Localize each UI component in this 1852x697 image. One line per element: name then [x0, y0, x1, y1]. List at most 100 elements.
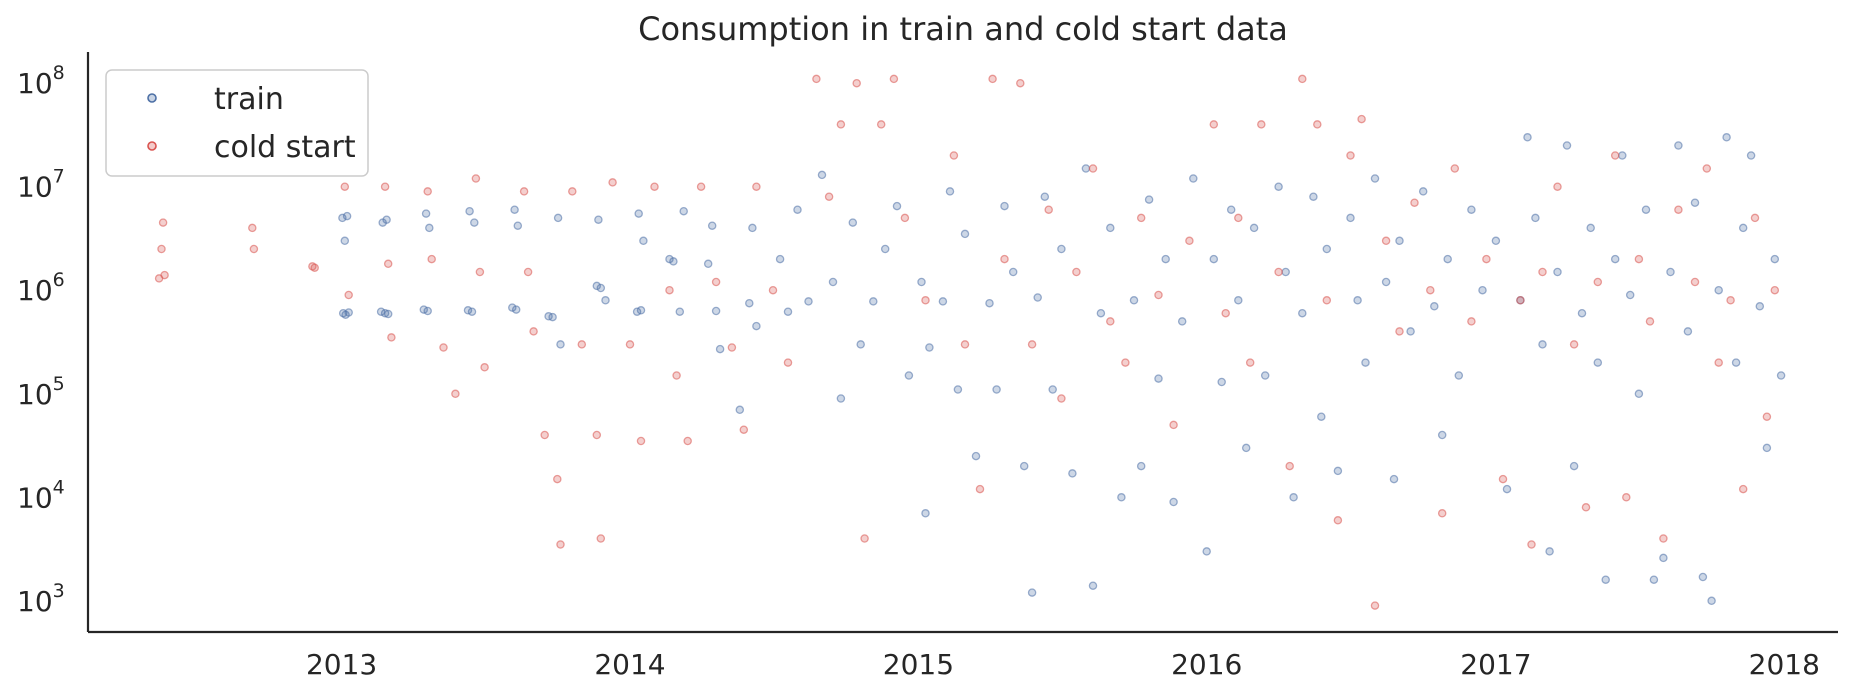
data-point — [1746, 151, 1756, 160]
data-point — [1000, 254, 1009, 264]
data-point — [1241, 443, 1251, 453]
legend-marker-train — [147, 93, 157, 103]
data-point — [828, 277, 838, 287]
data-point — [310, 263, 319, 272]
data-point — [1333, 466, 1343, 476]
data-point — [529, 327, 538, 336]
data-point — [669, 257, 678, 266]
data-point — [1553, 182, 1562, 191]
data-point — [344, 308, 353, 317]
data-point — [1389, 474, 1399, 484]
data-point — [451, 389, 460, 399]
data-point — [1641, 205, 1651, 214]
data-point — [960, 340, 970, 349]
data-point — [1454, 371, 1464, 380]
data-point — [1738, 484, 1748, 494]
data-point — [1289, 493, 1298, 502]
data-point — [1755, 302, 1765, 311]
data-point — [1516, 296, 1525, 305]
data-point — [636, 306, 646, 315]
data-point — [1027, 340, 1037, 349]
data-point — [1581, 503, 1591, 512]
data-point — [1410, 198, 1419, 207]
data-point — [553, 213, 563, 223]
data-point — [338, 213, 347, 223]
data-point — [1370, 601, 1380, 610]
data-point — [158, 218, 168, 227]
data-point — [900, 213, 910, 223]
x-tick-labels: 2013 2014 2015 2016 2017 2018 — [306, 648, 1820, 681]
data-point — [1033, 293, 1042, 302]
data-point — [1313, 120, 1322, 129]
data-point — [1478, 285, 1487, 295]
data-point — [1088, 581, 1098, 590]
data-point — [427, 254, 436, 264]
data-point — [1674, 141, 1683, 150]
data-point — [1317, 412, 1326, 421]
y-tick-label: 105 — [17, 373, 65, 411]
data-point — [1482, 254, 1491, 264]
data-point — [1418, 187, 1428, 196]
data-point — [1189, 174, 1198, 183]
data-point — [1202, 547, 1211, 556]
data-point — [1395, 327, 1404, 336]
data-point — [1309, 192, 1318, 201]
data-point — [387, 333, 396, 342]
data-point — [639, 236, 648, 246]
data-point — [748, 223, 757, 233]
data-point — [1048, 385, 1057, 394]
data-point — [675, 307, 685, 316]
data-point — [1577, 308, 1587, 318]
data-point — [711, 277, 721, 287]
data-point — [1491, 236, 1501, 246]
y-tick-label: 103 — [17, 580, 65, 618]
data-point — [1569, 461, 1579, 471]
data-point — [249, 244, 259, 254]
data-point — [768, 285, 778, 295]
data-point — [1538, 340, 1547, 349]
data-point — [975, 484, 985, 494]
data-point — [382, 215, 391, 224]
data-point — [1683, 327, 1693, 336]
data-point — [1634, 254, 1644, 264]
data-point — [938, 297, 948, 306]
data-point — [1234, 296, 1243, 305]
data-point — [511, 305, 521, 314]
data-point — [380, 182, 390, 191]
data-point — [650, 182, 659, 191]
data-point — [634, 209, 643, 218]
data-point — [625, 340, 635, 349]
data-point — [836, 394, 846, 403]
data-point — [1586, 223, 1595, 233]
data-point — [848, 218, 858, 227]
data-point — [817, 170, 827, 180]
legend-label-cold-start: cold start — [214, 130, 356, 165]
data-point — [1437, 509, 1447, 518]
data-point — [510, 205, 519, 214]
data-point — [340, 236, 350, 246]
data-point — [1081, 164, 1091, 173]
data-point — [519, 187, 529, 196]
y-tick-label: 108 — [17, 62, 65, 100]
data-point — [1019, 461, 1029, 471]
data-point — [556, 340, 565, 349]
data-point — [523, 267, 533, 277]
data-point — [1698, 572, 1708, 582]
data-point — [1666, 267, 1675, 277]
data-point — [921, 296, 930, 305]
data-point — [1645, 317, 1655, 326]
data-point — [1016, 78, 1025, 88]
data-point — [1044, 205, 1053, 214]
y-tick-label: 104 — [17, 476, 65, 514]
data-point — [1634, 389, 1644, 399]
data-point — [596, 283, 606, 293]
data-point — [960, 229, 970, 239]
data-point — [869, 297, 878, 306]
data-point — [1622, 493, 1631, 502]
data-point — [1154, 374, 1163, 383]
data-point — [342, 211, 352, 221]
data-point — [1714, 285, 1723, 295]
data-point — [1498, 474, 1508, 484]
data-point — [1714, 358, 1723, 367]
data-point — [1322, 296, 1332, 305]
